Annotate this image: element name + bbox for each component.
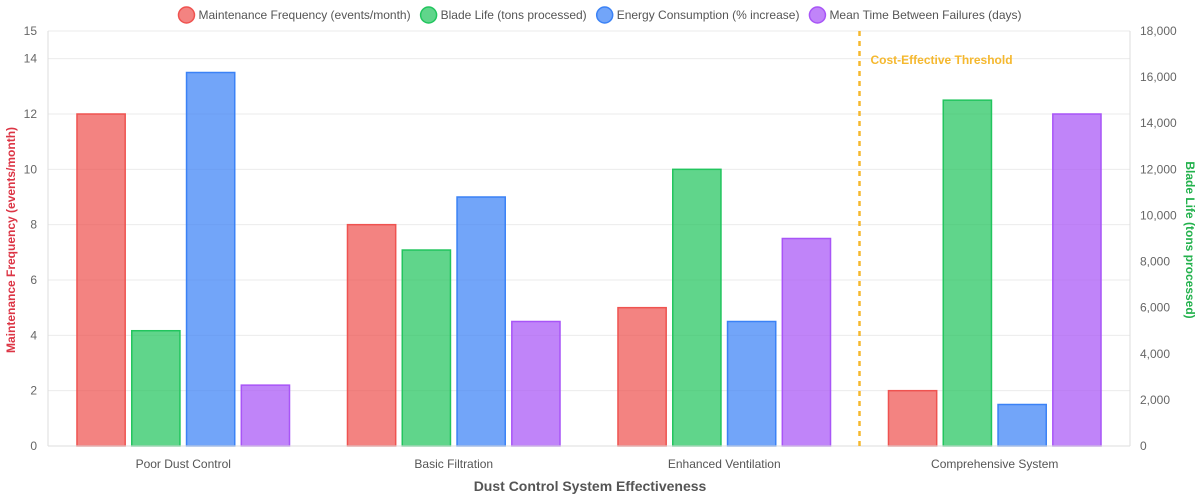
legend-item[interactable]: Maintenance Frequency (events/month) [177,6,411,24]
legend-label: Maintenance Frequency (events/month) [198,8,410,22]
y-right-tick-label: 18,000 [1140,24,1177,38]
y-axis-left-title: Maintenance Frequency (events/month) [4,127,18,353]
bar[interactable] [131,329,181,447]
legend-label: Mean Time Between Failures (days) [829,8,1021,22]
category-label: Enhanced Ventilation [668,457,781,471]
bar[interactable] [672,168,722,447]
legend-swatch [595,6,614,24]
bars [76,71,1102,447]
threshold-label: Cost-Effective Threshold [871,53,1013,67]
y-left-tick-label: 0 [30,439,37,453]
bar[interactable] [1052,113,1102,447]
bar[interactable] [240,384,291,447]
y-right-tick-label: 0 [1140,439,1147,453]
bar[interactable] [456,196,506,447]
bar[interactable] [76,113,126,447]
y-left-tick-label: 14 [24,52,38,66]
legend-swatch [419,6,438,24]
bar[interactable] [346,223,397,447]
y-right-tick-label: 16,000 [1140,70,1177,84]
axes: 0 2 4 6 8 10 12 14 15 0 2,000 4,000 6,000 8,000 10,000… [24,24,1177,471]
y-axis-right-title: Blade Life (tons processed) [1183,161,1197,318]
legend-item[interactable]: Energy Consumption (% increase) [595,6,800,24]
category-label: Basic Filtration [414,457,493,471]
y-right-tick-label: 14,000 [1140,116,1177,130]
x-axis-title: Dust Control System Effectiveness [474,478,707,494]
y-right-tick-label: 2,000 [1140,393,1170,407]
y-left-tick-label: 4 [30,328,37,342]
annotation: Cost-Effective Threshold [858,31,1013,446]
bar[interactable] [726,320,777,447]
bar[interactable] [511,320,561,447]
category-label: Comprehensive System [931,457,1058,471]
y-left-tick-label: 6 [30,273,37,287]
y-right-tick-label: 8,000 [1140,255,1170,269]
y-left-tick-label: 12 [24,107,38,121]
y-left-tick-label: 8 [30,218,37,232]
y-right-tick-label: 4,000 [1140,347,1170,361]
y-right-tick-label: 12,000 [1140,162,1177,176]
y-right-tick-label: 10,000 [1140,208,1177,222]
legend[interactable]: Maintenance Frequency (events/month) Blad… [177,6,1022,24]
legend-label: Blade Life (tons processed) [441,8,587,22]
bar[interactable] [781,237,832,447]
bar[interactable] [401,249,452,447]
legend-item[interactable]: Mean Time Between Failures (days) [808,6,1022,24]
y-left-tick-label: 2 [30,384,37,398]
y-left-tick-label: 15 [24,24,38,38]
legend-label: Energy Consumption (% increase) [617,8,800,22]
category-label: Poor Dust Control [136,457,231,471]
legend-swatch [808,6,827,24]
legend-item[interactable]: Blade Life (tons processed) [419,6,587,24]
bar[interactable] [185,71,236,447]
bar[interactable] [887,389,938,447]
y-left-tick-label: 10 [24,162,38,176]
bar[interactable] [997,403,1047,447]
y-right-tick-label: 6,000 [1140,301,1170,315]
bar[interactable] [942,99,993,447]
bar[interactable] [617,306,667,447]
legend-swatch [177,6,196,24]
